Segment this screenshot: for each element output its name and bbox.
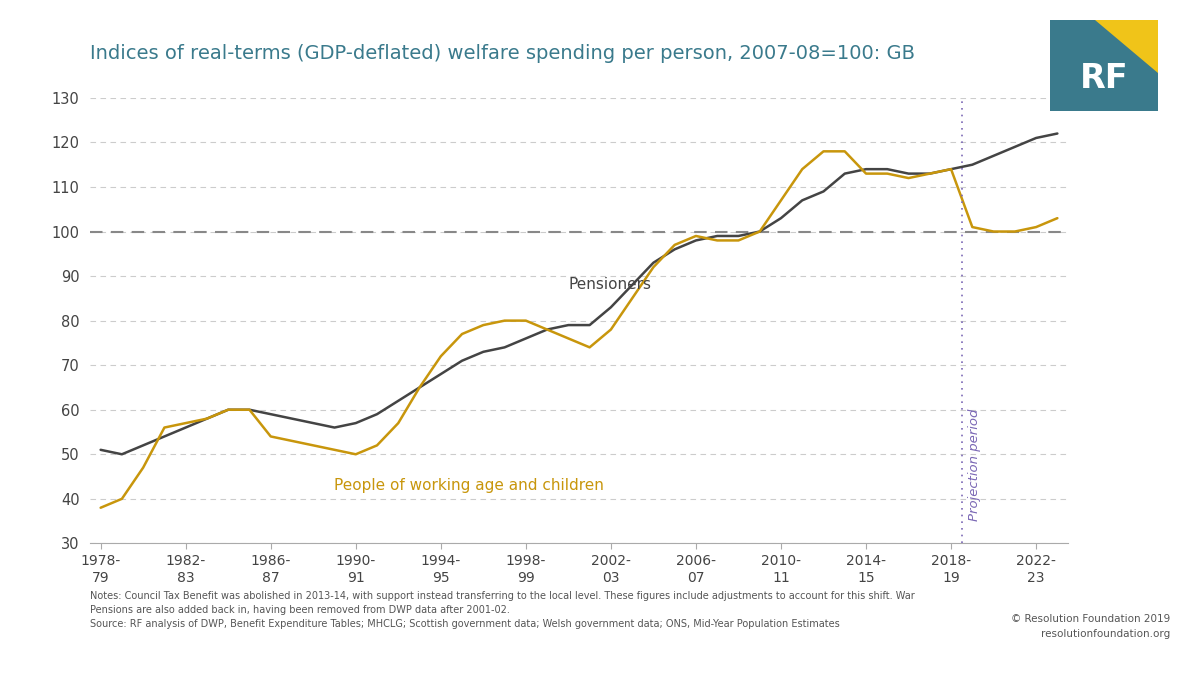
Text: Indices of real-terms (GDP-deflated) welfare spending per person, 2007-08=100: G: Indices of real-terms (GDP-deflated) wel… (90, 44, 916, 63)
Text: Pensioners: Pensioners (569, 277, 652, 292)
Text: Notes: Council Tax Benefit was abolished in 2013-14, with support instead transf: Notes: Council Tax Benefit was abolished… (90, 591, 914, 628)
Text: People of working age and children: People of working age and children (335, 478, 605, 493)
Text: RF: RF (1080, 62, 1128, 95)
Text: © Resolution Foundation 2019
resolutionfoundation.org: © Resolution Foundation 2019 resolutionf… (1010, 614, 1170, 639)
Text: Projection period: Projection period (968, 409, 980, 521)
Polygon shape (1096, 20, 1158, 73)
